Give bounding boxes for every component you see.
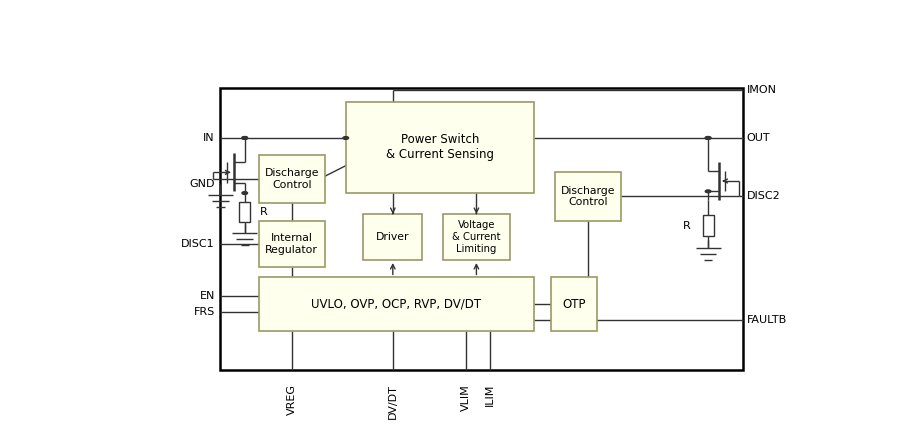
Text: VREG: VREG: [287, 384, 297, 415]
Text: DISC1: DISC1: [182, 239, 215, 249]
Circle shape: [343, 137, 349, 139]
Text: Internal
Regulator: Internal Regulator: [265, 233, 318, 255]
Bar: [363, 214, 423, 260]
Bar: [239, 202, 250, 222]
Text: OUT: OUT: [746, 133, 770, 143]
Bar: [259, 277, 534, 331]
Text: ILIM: ILIM: [485, 384, 495, 406]
Circle shape: [242, 192, 247, 194]
Text: Voltage
& Current
Limiting: Voltage & Current Limiting: [452, 220, 501, 253]
Bar: [702, 215, 714, 236]
Text: EN: EN: [200, 291, 215, 301]
Bar: [346, 102, 534, 193]
Circle shape: [706, 137, 711, 139]
Text: IMON: IMON: [746, 85, 777, 95]
Circle shape: [706, 137, 711, 139]
Text: FAULTB: FAULTB: [746, 315, 787, 325]
Bar: [220, 88, 743, 370]
Text: R: R: [260, 207, 268, 217]
Text: FRS: FRS: [193, 307, 215, 317]
Bar: [259, 220, 325, 267]
Text: Power Switch
& Current Sensing: Power Switch & Current Sensing: [386, 134, 494, 161]
Circle shape: [242, 137, 247, 139]
Text: OTP: OTP: [562, 298, 586, 311]
Bar: [259, 155, 325, 203]
Circle shape: [242, 137, 247, 139]
Text: GND: GND: [190, 179, 215, 190]
Text: VLIM: VLIM: [461, 384, 471, 411]
Bar: [443, 214, 510, 260]
Circle shape: [706, 190, 711, 193]
Text: DISC2: DISC2: [746, 191, 780, 202]
Text: R: R: [683, 221, 690, 231]
Bar: [555, 173, 621, 220]
Text: UVLO, OVP, OCP, RVP, DV/DT: UVLO, OVP, OCP, RVP, DV/DT: [311, 298, 481, 311]
Text: IN: IN: [203, 133, 215, 143]
Text: Discharge
Control: Discharge Control: [264, 169, 319, 190]
Text: Discharge
Control: Discharge Control: [561, 186, 615, 207]
Text: Driver: Driver: [376, 232, 410, 242]
Bar: [551, 277, 597, 331]
Text: DV/DT: DV/DT: [387, 384, 397, 419]
